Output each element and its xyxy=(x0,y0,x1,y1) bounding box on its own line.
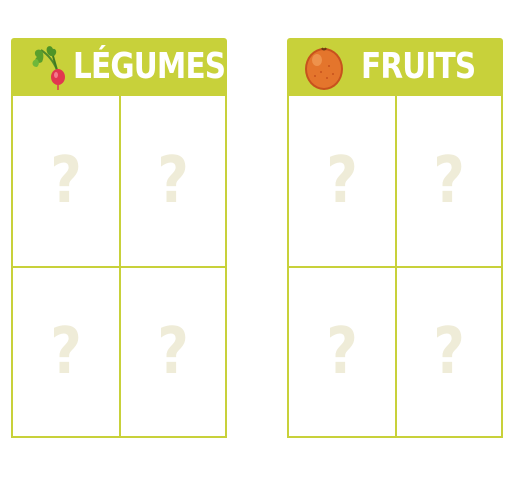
vegetables-title: LÉGUMES xyxy=(73,46,226,87)
fruit-slot[interactable]: ? xyxy=(289,266,395,436)
question-mark-icon: ? xyxy=(157,315,189,389)
fruit-slot[interactable]: ? xyxy=(395,266,501,436)
question-mark-icon: ? xyxy=(50,144,82,218)
question-mark-icon: ? xyxy=(157,144,189,218)
vegetables-grid: ? ? ? ? xyxy=(11,96,227,438)
fruits-panel: FRUITS ? ? ? ? xyxy=(287,38,503,438)
radish-icon xyxy=(32,46,65,90)
vegetable-slot[interactable]: ? xyxy=(119,96,225,266)
fruits-grid: ? ? ? ? xyxy=(287,96,503,438)
orange-icon xyxy=(305,47,343,90)
question-mark-icon: ? xyxy=(326,315,358,389)
vegetable-slot[interactable]: ? xyxy=(13,96,119,266)
question-mark-icon: ? xyxy=(433,144,465,218)
question-mark-icon: ? xyxy=(326,144,358,218)
fruits-title: FRUITS xyxy=(361,46,476,87)
fruit-slot[interactable]: ? xyxy=(395,96,501,266)
question-mark-icon: ? xyxy=(50,315,82,389)
question-mark-icon: ? xyxy=(433,315,465,389)
fruits-header: FRUITS xyxy=(287,38,503,96)
vegetable-slot[interactable]: ? xyxy=(119,266,225,436)
vegetables-header: LÉGUMES xyxy=(11,38,227,96)
vegetable-slot[interactable]: ? xyxy=(13,266,119,436)
fruit-slot[interactable]: ? xyxy=(289,96,395,266)
vegetables-panel: LÉGUMES ? ? ? ? xyxy=(11,38,227,438)
